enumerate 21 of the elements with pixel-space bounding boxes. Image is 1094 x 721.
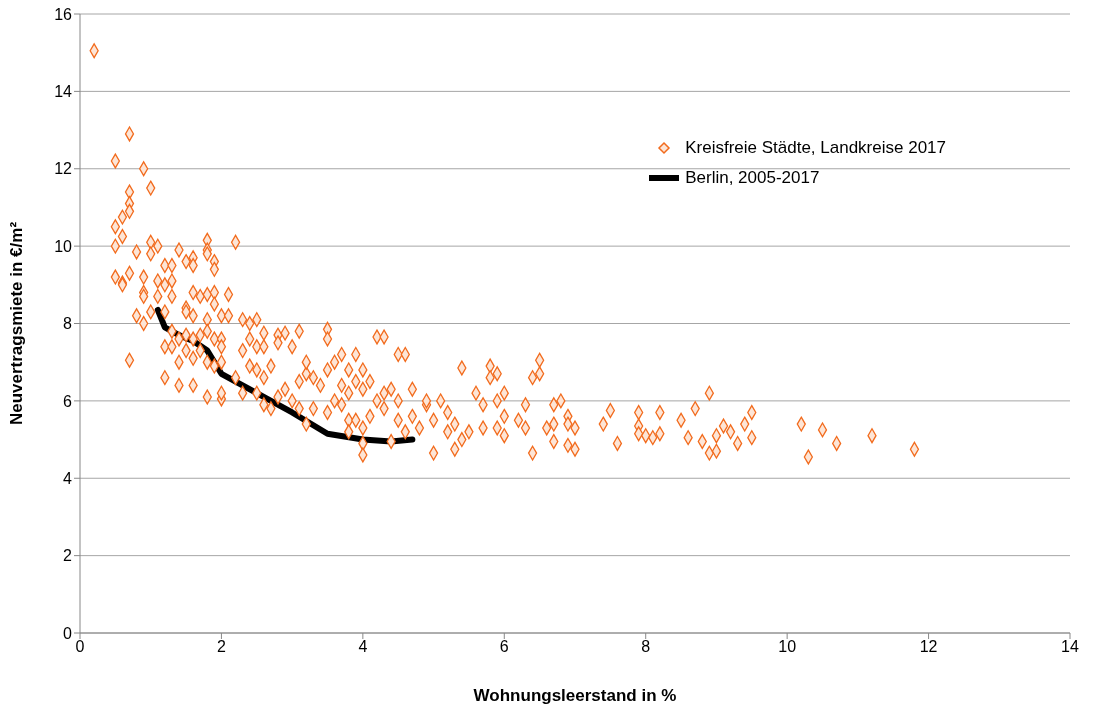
legend-label: Kreisfreie Städte, Landkreise 2017 — [685, 138, 946, 158]
x-axis-title: Wohnungsleerstand in % — [473, 686, 677, 705]
y-tick-label: 10 — [54, 237, 73, 255]
y-tick-label: 0 — [63, 624, 73, 642]
x-tick-label: 8 — [641, 638, 651, 656]
x-tick-label: 0 — [75, 638, 85, 656]
x-tick-label: 4 — [358, 638, 368, 656]
y-tick-label: 12 — [54, 160, 73, 178]
legend-label: Berlin, 2005-2017 — [685, 168, 820, 188]
x-tick-label: 6 — [499, 638, 509, 656]
y-tick-label: 8 — [63, 315, 73, 333]
y-tick-label: 14 — [54, 83, 73, 101]
y-tick-label: 16 — [54, 5, 73, 23]
y-tick-label: 4 — [63, 469, 73, 487]
y-axis-title: Neuvertragsmiete in €/m² — [7, 221, 27, 426]
y-tick-label: 2 — [63, 547, 73, 565]
x-tick-label: 12 — [919, 638, 938, 656]
x-tick-label: 14 — [1061, 638, 1079, 656]
x-tick-label: 10 — [778, 638, 797, 656]
x-tick-label: 2 — [216, 638, 226, 656]
y-tick-label: 6 — [63, 392, 73, 410]
